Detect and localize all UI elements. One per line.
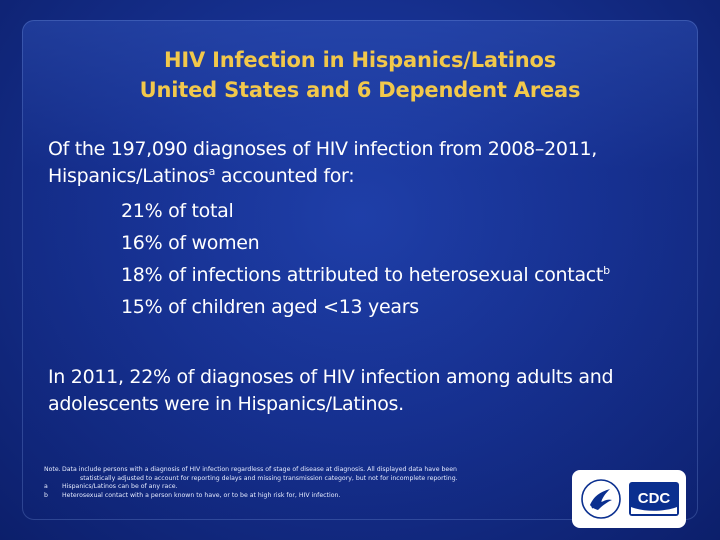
stat-item-heterosexual-text: 18% of infections attributed to heterose… xyxy=(121,264,604,286)
intro-line-1: Of the 197,090 diagnoses of HIV infectio… xyxy=(48,138,598,160)
closing-line-1: In 2011, 22% of diagnoses of HIV infecti… xyxy=(48,366,614,388)
stat-item-heterosexual: 18% of infections attributed to heterose… xyxy=(121,262,610,289)
closing-line-2: adolescents were in Hispanics/Latinos. xyxy=(48,393,404,415)
slide-title-line-2: United States and 6 Dependent Areas xyxy=(139,78,581,102)
cdc-badge-icon: CDC xyxy=(629,482,679,516)
slide-title-line-1: HIV Infection in Hispanics/Latinos xyxy=(163,48,557,72)
content-panel xyxy=(22,20,698,520)
footnote-note: Note. Data include persons with a diagno… xyxy=(44,466,564,475)
stat-item-children: 15% of children aged <13 years xyxy=(121,296,419,318)
footnote-a-text: Hispanics/Latinos can be of any race. xyxy=(62,483,178,490)
footnote-b: b Heterosexual contact with a person kno… xyxy=(44,492,564,501)
intro-line-2-rest: accounted for: xyxy=(215,165,355,187)
footnote-note-continued: statistically adjusted to account for re… xyxy=(44,475,564,484)
footnote-a-label: a xyxy=(44,483,48,490)
footnote-b-text: Heterosexual contact with a person known… xyxy=(62,491,341,499)
footnote-a: a Hispanics/Latinos can be of any race. xyxy=(44,483,564,492)
intro-line-2: Hispanics/Latinosa accounted for: xyxy=(48,163,355,190)
hhs-eagle-seal-icon xyxy=(581,479,621,519)
footnote-note-text-1: Data include persons with a diagnosis of… xyxy=(62,466,457,473)
footnote-ref-a: a xyxy=(208,165,216,178)
footnote-note-text-2: statistically adjusted to account for re… xyxy=(80,474,458,482)
intro-line-2-text: Hispanics/Latinos xyxy=(48,165,209,187)
footnote-b-label: b xyxy=(44,491,48,499)
stat-item-women: 16% of women xyxy=(121,232,260,254)
hhs-cdc-logo: CDC xyxy=(572,470,686,528)
footnotes: Note. Data include persons with a diagno… xyxy=(44,466,564,500)
cdc-badge-text: CDC xyxy=(638,490,671,507)
footnote-ref-b: b xyxy=(603,264,610,277)
footnote-note-label: Note. xyxy=(44,466,61,473)
stat-item-total: 21% of total xyxy=(121,200,234,222)
